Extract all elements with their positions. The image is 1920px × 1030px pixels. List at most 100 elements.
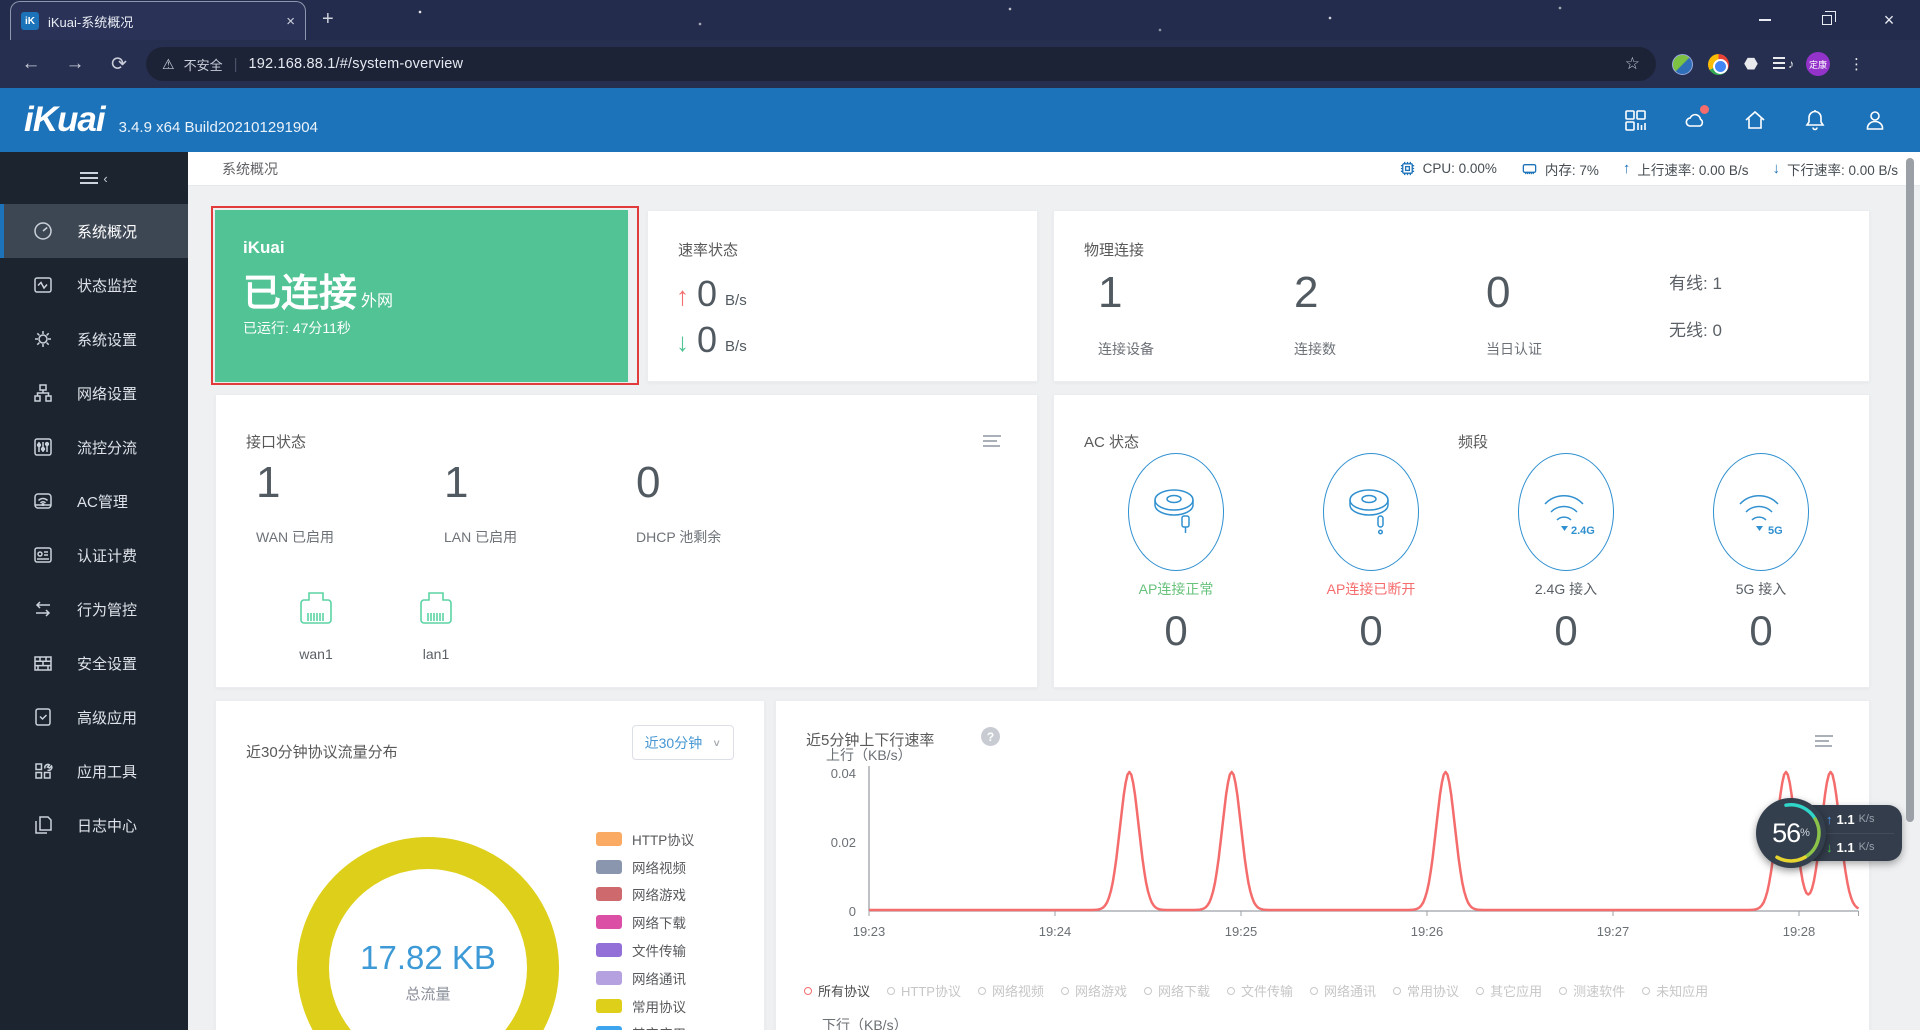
rate-card-menu-icon[interactable]	[1815, 735, 1833, 747]
sidebar-item-network-settings[interactable]: 网络设置	[0, 366, 188, 420]
port-name: lan1	[422, 646, 450, 662]
sidebar-item-traffic-control[interactable]: 流控分流	[0, 420, 188, 474]
rate-legend-item[interactable]: 所有协议	[804, 981, 870, 1000]
connection-brand: iKuai	[243, 238, 285, 257]
sidebar-collapse-button[interactable]: ‹	[0, 152, 188, 204]
url-bar[interactable]: ⚠ 不安全 | 192.168.88.1/#/system-overview ☆	[146, 47, 1656, 81]
apps-grid-icon[interactable]	[1622, 107, 1648, 133]
minimize-button[interactable]	[1734, 0, 1796, 40]
donut-legend-item[interactable]: 网络通讯	[596, 964, 694, 992]
forward-icon[interactable]: →	[65, 53, 85, 74]
legend-ring-icon	[1227, 986, 1236, 995]
refresh-icon[interactable]: ⟳	[111, 53, 127, 75]
wired-count: 有线: 1	[1669, 274, 1722, 293]
interface-card-title: 接口状态	[246, 434, 307, 451]
rate-legend-item[interactable]: 网络通讯	[1310, 981, 1376, 1000]
download-speed-row: ↓ 0 B/s	[676, 322, 747, 358]
tab-close-icon[interactable]: ×	[286, 12, 295, 30]
sidebar-item-behavior-control[interactable]: 行为管控	[0, 582, 188, 636]
donut-legend-item[interactable]: 网络下载	[596, 908, 694, 936]
interface-status-card: 接口状态 1 WAN 已启用 1 LAN 已启用 0 DHCP 池剩余 wan1…	[215, 394, 1038, 688]
sidebar-item-ac-management[interactable]: AC管理	[0, 474, 188, 528]
sidebar-item-app-tools[interactable]: 应用工具	[0, 744, 188, 798]
donut-legend-item[interactable]: 网络游戏	[596, 881, 694, 909]
rate-legend-item[interactable]: 网络视频	[977, 981, 1044, 1000]
sidebar-item-advanced-apps[interactable]: 高级应用	[0, 690, 188, 744]
netspeed-badge[interactable]: 56 %	[1756, 798, 1826, 868]
port-wan1[interactable]: wan1	[286, 587, 346, 662]
rate-legend-item[interactable]: 常用协议	[1393, 981, 1459, 1000]
playlist-extension-icon[interactable]: ♪	[1772, 57, 1794, 71]
rate-legend-item[interactable]: 其它应用	[1476, 981, 1542, 1000]
wifi-router-icon	[34, 493, 52, 509]
rate-chart-legend: 所有协议 HTTP协议 网络视频 网络游戏 网络下载 文件传输 网络通讯 常用协议 其它应用 测速…	[804, 981, 1708, 1000]
sidebar-item-auth-billing[interactable]: 认证计费	[0, 528, 188, 582]
ap-ok-icon	[1128, 453, 1224, 571]
system-stats: CPU: 0.00% 内存: 7% ↑ 上行速率: 0.00 B/s ↓ 下行速…	[1399, 159, 1898, 179]
cloud-icon[interactable]	[1682, 105, 1709, 133]
legend-label: 其它应用	[632, 1023, 686, 1030]
rate-legend-item[interactable]: 未知应用	[1642, 981, 1708, 1000]
band-24g-label: 2.4G 接入	[1534, 581, 1598, 597]
interface-card-menu-icon[interactable]	[983, 435, 1001, 447]
help-icon[interactable]: ?	[981, 727, 1000, 746]
idm-extension-icon[interactable]	[1672, 53, 1693, 75]
sidebar-item-system-overview[interactable]: 系统概况	[0, 204, 188, 258]
sidebar-item-security-settings[interactable]: 安全设置	[0, 636, 188, 690]
sidebar-item-system-settings[interactable]: 系统设置	[0, 312, 188, 366]
band-5g-label: 5G 接入	[1735, 581, 1787, 597]
speed-card-title: 速率状态	[678, 242, 739, 259]
time-range-dropdown[interactable]: 近30分钟 ∨	[631, 725, 734, 760]
bell-icon[interactable]	[1802, 107, 1828, 133]
ap-disconnected-value: 0	[1359, 607, 1383, 654]
extensions-puzzle-icon[interactable]: ⬣	[1744, 56, 1758, 73]
tab-title: iKuai-系统概况	[48, 14, 134, 30]
rate-legend-item[interactable]: 测速软件	[1559, 981, 1625, 1000]
memory-icon	[1522, 164, 1537, 175]
close-button[interactable]: ×	[1883, 10, 1895, 30]
browser-tab[interactable]: iK iKuai-系统概况 ×	[10, 1, 306, 40]
upload-speed-unit: B/s	[725, 292, 747, 309]
browser-menu-icon[interactable]: ⋮	[1848, 56, 1864, 73]
donut-legend-item[interactable]: HTTP协议	[596, 825, 694, 853]
page-scrollbar[interactable]	[1906, 158, 1914, 822]
donut-legend-item[interactable]: 网络视频	[596, 853, 694, 881]
ap-disconnected-label: AP连接已断开	[1326, 581, 1416, 597]
pill-down-unit: K/s	[1858, 841, 1875, 853]
rate-legend-item[interactable]: HTTP协议	[887, 981, 961, 1000]
rate-legend-item[interactable]: 文件传输	[1227, 981, 1293, 1000]
user-icon[interactable]	[1862, 107, 1888, 133]
dhcp-pool-stat: 0 DHCP 池剩余	[636, 458, 722, 546]
colorball-extension-icon[interactable]	[1708, 53, 1729, 75]
pill-download-row: ↓ 1.1 K/s	[1826, 833, 1896, 861]
legend-ring-icon	[1559, 986, 1568, 995]
home-icon[interactable]	[1742, 107, 1768, 133]
not-secure-label[interactable]: 不安全	[183, 57, 223, 73]
new-tab-button[interactable]: +	[322, 8, 334, 30]
rate-legend-item[interactable]: 网络游戏	[1060, 981, 1127, 1000]
sidebar-item-log-center[interactable]: 日志中心	[0, 798, 188, 852]
donut-legend-item[interactable]: 常用协议	[596, 992, 694, 1020]
legend-ring-icon	[1642, 986, 1651, 995]
restore-button[interactable]	[1796, 0, 1858, 40]
donut-legend-item[interactable]: 文件传输	[596, 936, 694, 964]
url-text[interactable]: 192.168.88.1/#/system-overview	[248, 56, 464, 72]
protocol-card-title: 近30分钟协议流量分布	[246, 744, 398, 761]
daily-auth-stat: 0 当日认证	[1486, 268, 1542, 358]
breadcrumb: 系统概况	[222, 160, 278, 177]
donut-legend-item[interactable]: 其它应用	[596, 1020, 694, 1030]
uplink-stat: ↑ 上行速率: 0.00 B/s	[1622, 160, 1749, 178]
profile-avatar[interactable]: 定康	[1805, 52, 1830, 76]
sidebar-item-status-monitor[interactable]: 状态监控	[0, 258, 188, 312]
dropdown-value: 近30分钟	[644, 734, 703, 751]
back-icon[interactable]: ←	[21, 53, 41, 74]
pill-upload-row: ↑ 1.1 K/s	[1826, 805, 1896, 833]
firmware-version: 3.4.9 x64 Build202101291904	[118, 118, 318, 136]
port-lan1[interactable]: lan1	[406, 587, 466, 662]
cpu-chip-icon	[1400, 161, 1414, 176]
connection-status-card: iKuai 已连接 外网 已运行: 47分11秒	[215, 210, 628, 382]
legend-label: 文件传输	[632, 944, 686, 960]
rate-legend-item[interactable]: 网络下载	[1144, 981, 1210, 1000]
bookmark-star-icon[interactable]: ☆	[1624, 54, 1640, 73]
pill-down-value: 1.1	[1836, 839, 1855, 855]
